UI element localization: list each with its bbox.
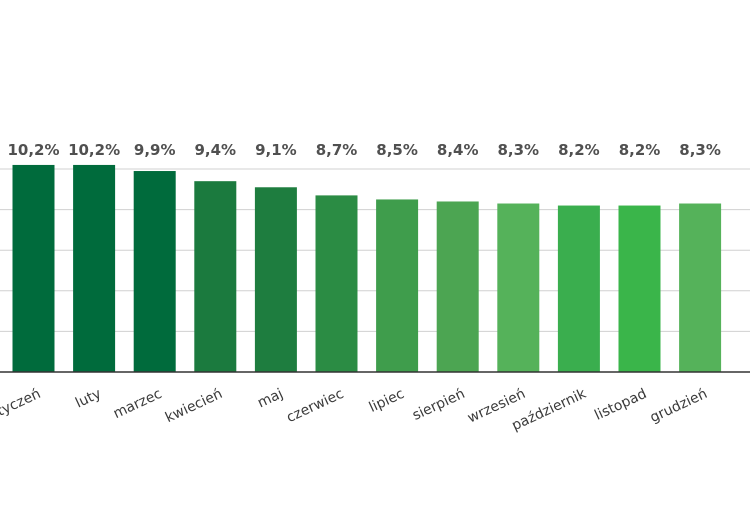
category-label: maj <box>255 386 285 412</box>
value-label: 9,4% <box>194 141 236 159</box>
category-label: sierpień <box>410 386 467 424</box>
value-label: 8,3% <box>679 141 721 159</box>
bar-2 <box>73 164 116 372</box>
bar-1 <box>12 164 55 372</box>
bar-4 <box>194 181 237 372</box>
value-label: 10,2% <box>68 141 120 159</box>
value-label: 8,2% <box>558 141 600 159</box>
value-labels: 10,2% 10,2% 9,9% 9,4% 9,1% 8,7% 8,5% 8,4% 8,3% 8,… <box>7 141 720 159</box>
category-label: listopad <box>592 386 649 424</box>
value-label: 8,5% <box>376 141 418 159</box>
bar-10 <box>557 205 600 372</box>
value-label: 8,3% <box>497 141 539 159</box>
value-label: 9,9% <box>134 141 176 159</box>
value-label: 9,1% <box>255 141 297 159</box>
bar-5 <box>254 187 297 372</box>
category-label: grudzień <box>648 386 710 426</box>
category-label: luty <box>73 386 104 412</box>
category-label: styczeń <box>0 386 43 423</box>
category-label: lipiec <box>367 386 407 416</box>
category-label: kwiecień <box>163 386 225 426</box>
category-label: marzec <box>111 386 165 422</box>
bar-3 <box>133 171 176 372</box>
category-label: czerwiec <box>284 386 346 426</box>
value-label: 8,7% <box>316 141 358 159</box>
bar-9 <box>497 203 540 372</box>
bar-8 <box>436 201 479 372</box>
value-label: 8,2% <box>619 141 661 159</box>
value-label: 10,2% <box>7 141 59 159</box>
value-label: 8,4% <box>437 141 479 159</box>
bar-6 <box>315 195 358 372</box>
bar-11 <box>618 205 661 372</box>
bar-7 <box>376 199 419 372</box>
bar-12 <box>679 203 722 372</box>
bars <box>12 164 722 372</box>
